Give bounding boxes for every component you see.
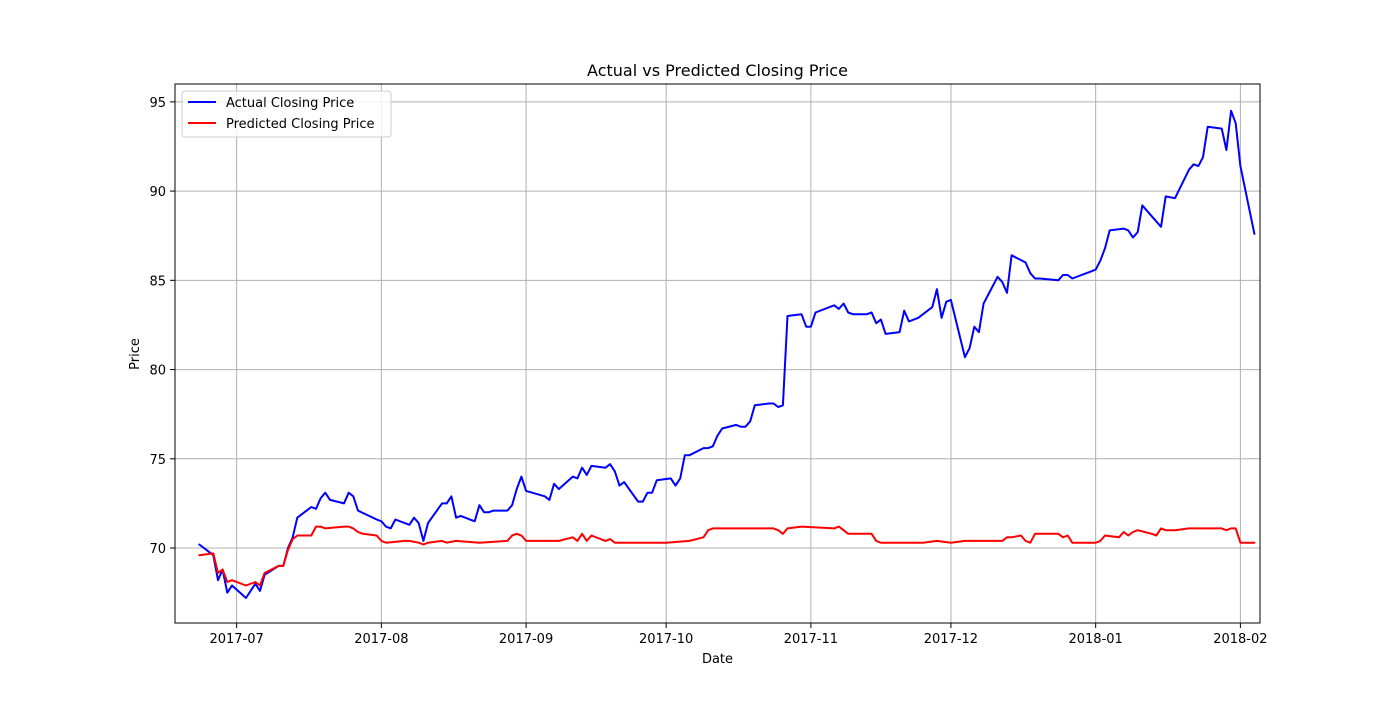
x-tick-label: 2017-07: [209, 632, 263, 647]
x-tick-label: 2018-01: [1068, 632, 1122, 647]
x-tick-label: 2018-02: [1213, 632, 1267, 647]
x-tick-label: 2017-11: [784, 632, 838, 647]
x-gridlines: [236, 84, 1241, 623]
y-tick-label: 75: [149, 453, 166, 468]
plot-frame: [174, 83, 1261, 624]
legend: Actual Closing Price Predicted Closing P…: [181, 90, 392, 138]
y-tick-label: 95: [149, 96, 166, 111]
legend-label-predicted: Predicted Closing Price: [226, 117, 375, 132]
x-tick-label: 2017-12: [924, 632, 978, 647]
y-tick-label: 90: [149, 185, 166, 200]
plot-area: [175, 84, 1260, 623]
actual-closing-price-line: [198, 109, 1256, 599]
chart-title: Actual vs Predicted Closing Price: [587, 61, 848, 80]
x-tick-label: 2017-08: [354, 632, 408, 647]
y-tick-label: 80: [149, 364, 166, 379]
y-tick-label: 70: [149, 542, 166, 557]
predicted-closing-price-line: [198, 525, 1256, 587]
x-tick-label: 2017-09: [499, 632, 553, 647]
y-axis-ticks: 70 75 80 85 90 95: [149, 96, 175, 557]
y-gridlines: [175, 101, 1260, 549]
x-axis-label: Date: [702, 652, 733, 667]
legend-label-actual: Actual Closing Price: [226, 96, 354, 111]
y-tick-label: 85: [149, 274, 166, 289]
y-axis-label: Price: [128, 338, 143, 370]
x-tick-label: 2017-10: [639, 632, 693, 647]
legend-box: [181, 90, 392, 138]
x-axis-ticks: 2017-07 2017-08 2017-09 2017-10 2017-11 2017-…: [209, 623, 1268, 647]
series-layer: [198, 109, 1256, 599]
